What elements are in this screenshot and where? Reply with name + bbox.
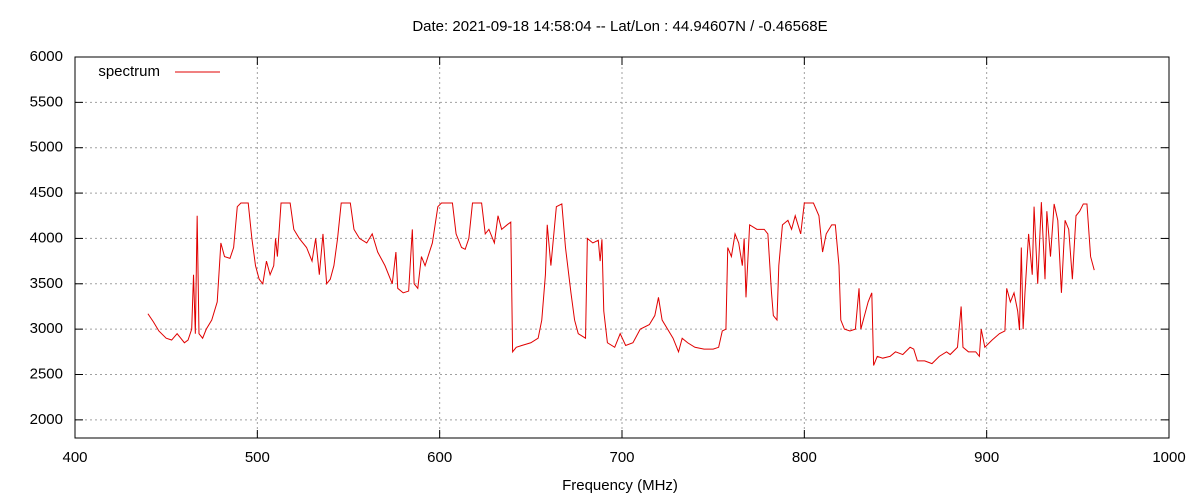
x-axis-label: Frequency (MHz) (562, 477, 678, 494)
plot-border (74, 56, 1170, 439)
x-tick-label: 600 (427, 449, 452, 466)
y-tick-label: 5000 (30, 139, 63, 156)
y-tick-label: 6000 (30, 48, 63, 65)
x-tick-label: 900 (974, 449, 999, 466)
spectrum-line (147, 202, 1095, 366)
y-tick-label: 3000 (30, 320, 63, 337)
x-tick-label: 500 (245, 449, 270, 466)
y-tick-label: 5500 (30, 93, 63, 110)
y-tick-label: 3500 (30, 275, 63, 292)
y-tick-label: 4000 (30, 229, 63, 246)
chart-title: Date: 2021-09-18 14:58:04 -- Lat/Lon : 4… (412, 18, 827, 35)
x-tick-label: 700 (609, 449, 634, 466)
x-tick-label: 1000 (1152, 449, 1185, 466)
y-tick-label: 4500 (30, 184, 63, 201)
x-tick-label: 400 (62, 449, 87, 466)
legend-label: spectrum (98, 63, 160, 80)
x-tick-label: 800 (792, 449, 817, 466)
y-tick-label: 2000 (30, 411, 63, 428)
y-tick-label: 2500 (30, 365, 63, 382)
